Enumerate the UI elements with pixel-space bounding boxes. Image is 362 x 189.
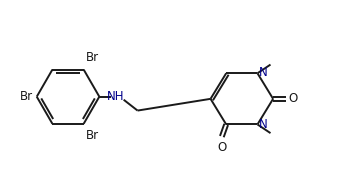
Text: NH: NH xyxy=(107,90,125,103)
Text: Br: Br xyxy=(20,90,33,103)
Text: N: N xyxy=(259,118,268,131)
Text: Br: Br xyxy=(86,51,99,64)
Text: N: N xyxy=(259,66,268,79)
Text: O: O xyxy=(289,92,298,105)
Text: O: O xyxy=(217,141,227,154)
Text: Br: Br xyxy=(86,129,99,142)
